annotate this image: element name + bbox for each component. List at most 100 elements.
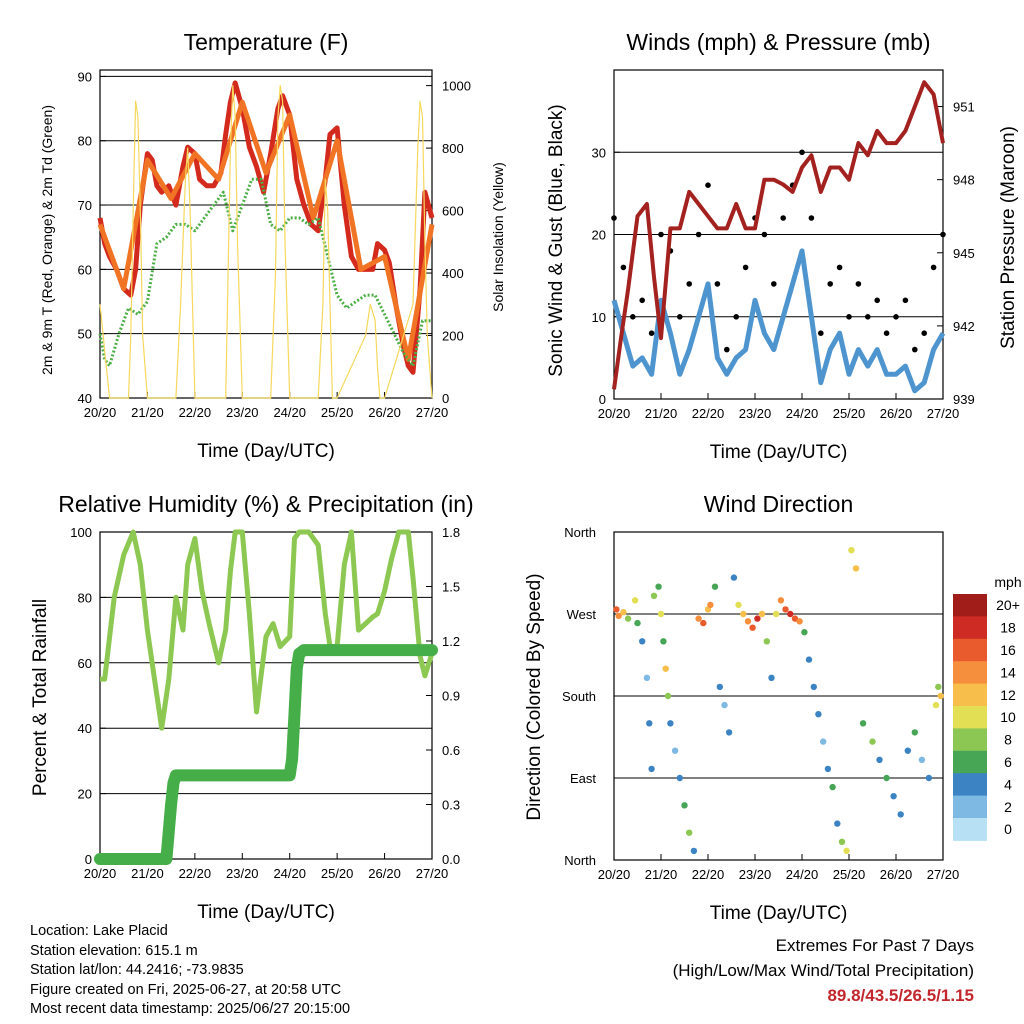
direction-point — [810, 683, 817, 691]
x-tick-label-0: 24/20 — [273, 405, 306, 420]
gust-point — [611, 215, 617, 221]
direction-point — [787, 610, 794, 618]
plot-frame-0 — [99, 69, 433, 399]
x-axis-label-1: Time (Day/UTC) — [710, 442, 848, 463]
direction-point — [643, 674, 651, 681]
direction-point — [777, 597, 785, 604]
series-line-2m-t — [97, 80, 435, 375]
y-tick-label-3: North — [564, 853, 596, 868]
series-line-9m-t — [97, 99, 435, 362]
direction-point — [824, 765, 832, 773]
gust-point — [912, 346, 918, 353]
x-tick-label-0: 26/20 — [368, 405, 401, 420]
gust-point — [695, 231, 702, 238]
direction-point — [897, 811, 904, 818]
gust-point — [780, 215, 786, 221]
x-tick-label-0: 22/20 — [179, 405, 212, 420]
series-line-relative-humidity — [100, 529, 435, 731]
direction-point — [664, 692, 672, 700]
gust-point — [808, 215, 815, 221]
direction-point — [890, 793, 897, 800]
extremes-title: Extremes For Past 7 Days — [775, 936, 974, 955]
direction-point — [667, 720, 674, 727]
gust-point — [733, 314, 739, 320]
gust-point — [893, 314, 899, 320]
gust-point — [874, 297, 880, 304]
extremes-subtitle: (High/Low/Max Wind/Total Precipitation) — [672, 961, 974, 980]
colorbar-label: 20+ — [996, 597, 1020, 613]
recent-timestamp: Most recent data timestamp: 2025/06/27 2… — [30, 1001, 351, 1017]
chart-title-2: Relative Humidity (%) & Precipitation (i… — [58, 491, 473, 517]
gust-point — [761, 231, 768, 238]
x-tick-label-0: 27/20 — [416, 405, 449, 420]
x-tick-label-2: 25/20 — [321, 866, 354, 881]
x-tick-label-2: 20/20 — [84, 866, 117, 881]
gust-point — [658, 231, 664, 238]
station-location: Location: Lake Placid — [30, 923, 168, 939]
gust-point — [630, 314, 636, 320]
direction-point — [911, 729, 918, 736]
x-axis-label-2: Time (Day/UTC) — [197, 902, 335, 923]
colorbar-label: 10 — [1000, 709, 1016, 725]
direction-point — [758, 610, 766, 618]
y-tick-label-1: 10 — [592, 310, 606, 325]
direction-point — [711, 583, 719, 590]
x-tick-label-0: 23/20 — [226, 405, 259, 420]
direction-point — [690, 847, 698, 855]
y-tick-label-2: 0 — [85, 852, 92, 867]
x-tick-label-1: 23/20 — [739, 406, 772, 421]
colorbar-swatch — [953, 616, 987, 640]
gust-point — [639, 297, 645, 304]
x-tick-label-3: 20/20 — [598, 867, 631, 882]
colorbar-swatch — [953, 706, 987, 729]
y-tick-label-3: South — [562, 689, 596, 704]
direction-point — [657, 610, 665, 618]
direction-point — [730, 574, 738, 581]
direction-point — [848, 547, 855, 554]
gust-point — [846, 314, 852, 320]
direction-point — [671, 747, 679, 754]
y-tick-label-3: North — [564, 525, 596, 540]
x-tick-label-1: 22/20 — [692, 406, 725, 421]
y-tick-label-1: 20 — [592, 228, 606, 243]
y2-tick-label-2: 1.2 — [442, 634, 460, 649]
y2-tick-label-0: 600 — [442, 204, 464, 219]
colorbar-title: mph — [994, 574, 1021, 590]
x-tick-label-2: 24/20 — [273, 866, 306, 881]
direction-point — [869, 738, 876, 745]
direction-point — [749, 624, 756, 631]
y-tick-label-2: 100 — [70, 525, 92, 540]
colorbar-label: 12 — [1000, 687, 1016, 703]
x-tick-label-0: 21/20 — [131, 405, 164, 420]
x-tick-label-1: 21/20 — [645, 406, 678, 421]
direction-point — [772, 610, 780, 618]
colorbar-swatch — [953, 773, 987, 797]
gust-point — [865, 314, 871, 320]
direction-point — [935, 683, 942, 691]
y2-axis-label-0: Solar Insolation (Yellow) — [490, 162, 506, 312]
direction-point — [695, 615, 702, 622]
y2-tick-label-1: 951 — [953, 100, 975, 115]
chart-title-0: Temperature (F) — [184, 29, 349, 55]
colorbar-label: 0 — [1004, 821, 1012, 837]
direction-point — [852, 565, 860, 572]
y2-tick-label-2: 1.5 — [442, 580, 460, 595]
x-tick-label-1: 24/20 — [786, 406, 819, 421]
colorbar-label: 6 — [1004, 754, 1012, 770]
direction-point — [634, 619, 641, 627]
gust-point — [714, 281, 721, 287]
gust-point — [836, 264, 843, 271]
x-tick-label-3: 23/20 — [739, 867, 772, 882]
colorbar-swatch — [953, 795, 987, 819]
direction-point — [631, 597, 639, 604]
direction-point — [744, 618, 752, 625]
direction-point — [660, 638, 667, 645]
direction-point — [937, 692, 944, 700]
y-axis-label-0: 2m & 9m T (Red, Orange) & 2m Td (Green) — [39, 105, 55, 375]
direction-point — [843, 847, 850, 855]
extremes-values: 89.8/43.5/26.5/1.15 — [827, 986, 974, 1005]
series-line-2m-td — [98, 177, 432, 368]
y2-tick-label-0: 0 — [442, 391, 449, 406]
direction-point — [932, 701, 940, 709]
y2-tick-label-0: 1000 — [442, 79, 471, 94]
